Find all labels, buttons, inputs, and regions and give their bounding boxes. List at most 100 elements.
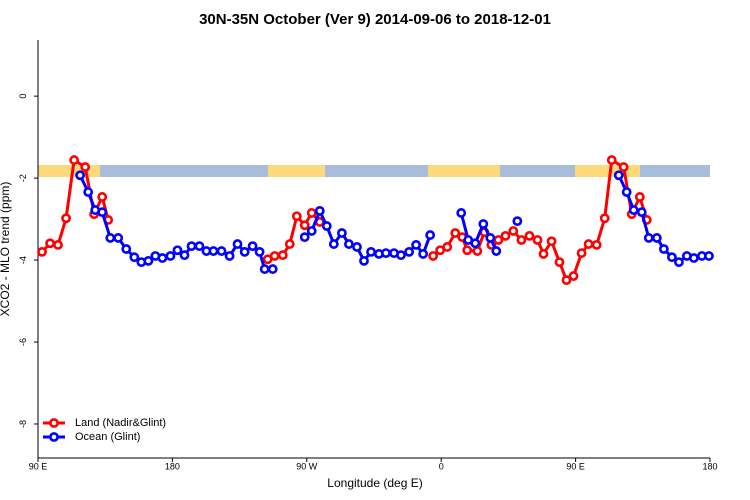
point <box>194 241 205 252</box>
point <box>628 205 639 215</box>
point <box>613 170 624 181</box>
point <box>208 246 219 256</box>
point <box>267 264 278 274</box>
point <box>478 219 489 229</box>
point <box>37 246 47 257</box>
point <box>306 226 317 236</box>
point <box>179 250 190 261</box>
legend-marker <box>49 432 59 442</box>
point <box>576 248 587 258</box>
legend-label: Ocean (Glint) <box>75 431 140 443</box>
point <box>512 216 523 227</box>
point <box>359 255 369 266</box>
point <box>425 230 436 240</box>
point <box>618 162 629 172</box>
point <box>583 239 594 249</box>
land-band <box>38 165 100 177</box>
point <box>143 255 154 266</box>
x-tick-label: 180 <box>702 461 717 471</box>
point <box>688 253 699 263</box>
point <box>186 241 197 252</box>
point <box>328 239 339 249</box>
point <box>599 213 610 224</box>
x-tick-label: 90 E <box>29 461 48 471</box>
point <box>667 252 677 263</box>
ocean-band <box>38 165 710 177</box>
point <box>336 228 347 238</box>
point <box>239 246 250 257</box>
point <box>418 249 429 259</box>
point <box>284 239 295 249</box>
point <box>532 235 543 245</box>
point <box>621 187 632 197</box>
point <box>247 241 258 252</box>
point <box>105 233 116 243</box>
point <box>643 233 654 243</box>
point <box>568 271 579 281</box>
point <box>299 232 310 243</box>
point <box>321 221 332 231</box>
x-tick-label: 90 W <box>296 461 318 471</box>
point <box>428 251 439 261</box>
y-tick-label: 0 <box>18 94 28 99</box>
point <box>157 253 168 263</box>
legend-label: Land (Nadir&Glint) <box>75 417 166 429</box>
point <box>491 246 502 256</box>
point <box>462 245 473 256</box>
point <box>470 238 481 249</box>
point <box>493 235 504 245</box>
point <box>299 220 310 231</box>
point <box>45 238 55 249</box>
point <box>366 246 376 257</box>
point <box>97 207 108 218</box>
point <box>314 205 325 216</box>
point <box>516 235 527 245</box>
point <box>524 230 535 241</box>
point <box>704 251 714 261</box>
point <box>636 207 647 218</box>
point <box>651 233 662 243</box>
x-tick-label: 180 <box>165 461 180 471</box>
point <box>500 230 511 241</box>
point <box>634 192 645 202</box>
point <box>259 264 270 274</box>
point <box>674 257 684 268</box>
point <box>352 242 362 252</box>
y-tick-label: -4 <box>18 256 28 264</box>
point <box>658 244 669 254</box>
point <box>508 226 519 236</box>
point <box>344 239 354 249</box>
point <box>232 239 243 249</box>
x-axis-label: Longitude (deg E) <box>327 476 422 490</box>
land-band <box>575 165 640 177</box>
point <box>472 246 483 256</box>
point <box>269 251 280 261</box>
land-band <box>268 165 325 177</box>
point <box>61 213 71 224</box>
point <box>121 244 132 254</box>
point <box>546 236 557 247</box>
point <box>254 246 265 257</box>
point <box>561 275 572 286</box>
point <box>224 251 235 261</box>
point <box>554 257 565 268</box>
point <box>172 245 183 256</box>
land-band <box>428 165 500 177</box>
point <box>404 246 414 257</box>
land-ocean-strip <box>38 165 710 177</box>
y-tick-label: -6 <box>18 338 28 346</box>
y-axis-label: XCO2 - MLO trend (ppm) <box>0 182 12 317</box>
point <box>69 155 80 165</box>
point <box>442 242 453 252</box>
point <box>53 240 63 250</box>
point <box>75 170 86 181</box>
point <box>450 228 461 238</box>
x-tick-label: 0 <box>439 461 444 471</box>
point <box>306 208 317 218</box>
point <box>113 233 124 243</box>
point <box>606 155 617 165</box>
point <box>381 248 391 258</box>
point <box>456 208 467 218</box>
point <box>411 240 422 250</box>
